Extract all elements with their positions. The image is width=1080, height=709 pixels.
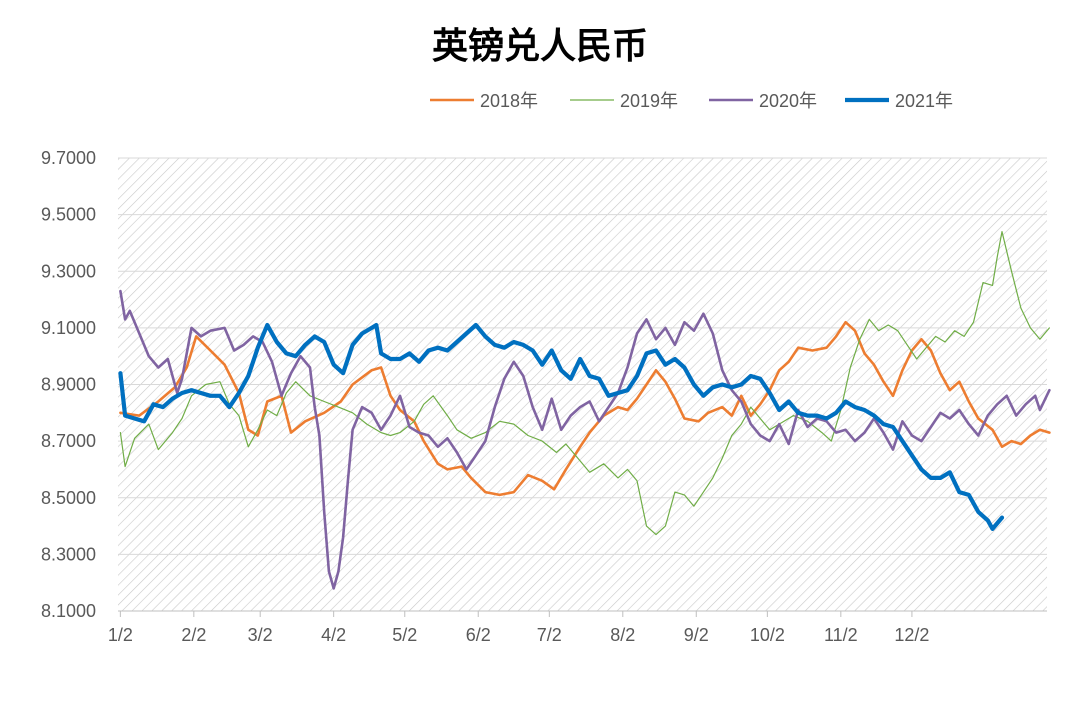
y-tick-label: 8.1000: [41, 601, 96, 621]
legend-label-1: 2018年: [480, 91, 538, 111]
y-tick-label: 8.3000: [41, 544, 96, 564]
series-line-1: [119, 320, 1051, 497]
series-line-3: [119, 289, 1051, 590]
y-tick-label: 9.3000: [41, 261, 96, 281]
y-tick-label: 8.9000: [41, 375, 96, 395]
x-tick-label: 7/2: [537, 625, 562, 645]
y-tick-label: 9.7000: [41, 148, 96, 168]
x-tick-label: 2/2: [181, 625, 206, 645]
y-tick-label: 8.5000: [41, 488, 96, 508]
chart-title: 英镑兑人民币: [432, 26, 648, 67]
series-line-2: [119, 231, 1050, 536]
series-line-4: [118, 322, 1005, 531]
legend-label-3: 2020年: [759, 91, 817, 111]
x-tick-label: 6/2: [466, 625, 491, 645]
y-tick-label: 9.5000: [41, 205, 96, 225]
x-tick-label: 8/2: [610, 625, 635, 645]
legend-label-4: 2021年: [895, 91, 953, 111]
x-tick-label: 12/2: [894, 625, 929, 645]
legend-label-2: 2019年: [620, 91, 678, 111]
legend: 2018年 2019年 2020年 2021年: [430, 91, 953, 111]
series-layer: [118, 231, 1051, 590]
x-tick-label: 9/2: [684, 625, 709, 645]
y-tick-label: 8.7000: [41, 431, 96, 451]
y-tick-label: 9.1000: [41, 318, 96, 338]
x-tick-label: 3/2: [248, 625, 273, 645]
y-axis: 9.7000 9.5000 9.3000 9.1000 8.9000 8.7000 8.50…: [41, 148, 96, 621]
x-axis: 1/2 2/2 3/2 4/2 5/2 6/2 7/2 8/2 9/2 10/2 11/2 12/2: [108, 610, 1047, 645]
x-tick-label: 1/2: [108, 625, 133, 645]
x-tick-label: 4/2: [321, 625, 346, 645]
x-tick-label: 10/2: [750, 625, 785, 645]
x-tick-label: 11/2: [824, 625, 858, 645]
x-tick-label: 5/2: [392, 625, 417, 645]
